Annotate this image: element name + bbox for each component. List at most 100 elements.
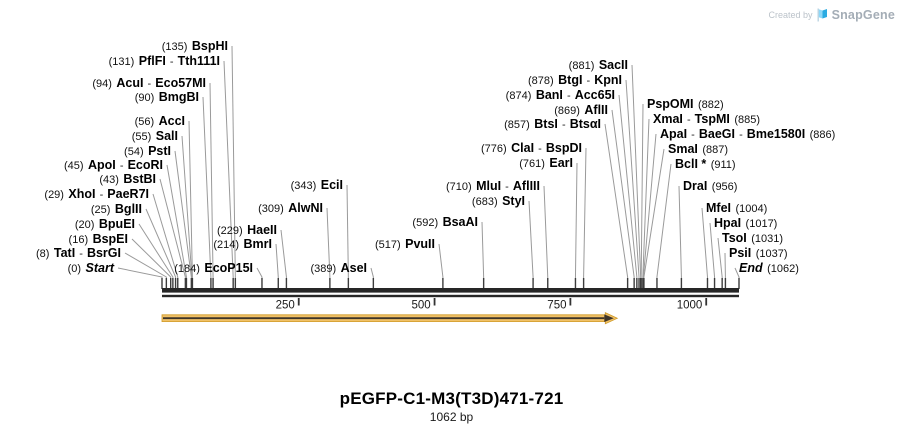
site-label-SacII[interactable]: (881) SacII (569, 57, 628, 74)
site-label-XmaI[interactable]: XmaI - TspMI (885) (653, 111, 760, 128)
callout-line-StyI (528, 200, 534, 280)
site-label-MluI[interactable]: (710) MluI - AflIII (446, 178, 540, 195)
name-separator: - (502, 181, 512, 193)
callout-line-SacII (631, 64, 642, 280)
site-label-BspHI[interactable]: (135) BspHI (162, 38, 228, 55)
enzyme-name: BclI * (675, 157, 707, 171)
site-position: (881) (568, 60, 595, 72)
enzyme-name: EcoP15I (204, 261, 253, 275)
enzyme-name: PstI (148, 144, 171, 158)
site-label-PvuII[interactable]: (517) PvuII (375, 236, 435, 253)
site-label-BsaAI[interactable]: (592) BsaAI (412, 214, 478, 231)
sequence-length: 1062 bp (429, 410, 474, 424)
site-label-BstBI[interactable]: (43) BstBI (99, 171, 156, 188)
callout-line-MluI (543, 185, 549, 280)
site-label-AccI[interactable]: (56) AccI (135, 113, 185, 130)
site-label-End[interactable]: End (1062) (739, 260, 799, 277)
site-label-BglII[interactable]: (25) BglII (91, 201, 142, 218)
name-separator: - (116, 160, 127, 172)
site-label-MfeI[interactable]: MfeI (1004) (706, 200, 767, 217)
enzyme-name: BtgI (558, 73, 583, 87)
callout-line-MfeI (701, 207, 708, 280)
enzyme-name: StyI (502, 194, 525, 208)
site-label-StyI[interactable]: (683) StyI (472, 193, 525, 210)
enzyme-name: XmaI (653, 112, 683, 126)
site-label-HaeII[interactable]: (229) HaeII (217, 222, 277, 239)
enzyme-name: KpnI (594, 73, 622, 87)
site-label-AseI[interactable]: (389) AseI (310, 260, 367, 277)
callout-line-HaeII (280, 229, 287, 280)
site-label-PstI[interactable]: (54) PstI (124, 143, 171, 160)
site-position: (25) (90, 204, 111, 216)
callout-line-BspEI (131, 238, 172, 280)
site-position: (20) (74, 219, 95, 231)
site-label-BtsI[interactable]: (857) BtsI - BtsαI (504, 116, 601, 133)
site-position: (94) (92, 78, 112, 90)
name-separator: - (96, 189, 107, 201)
site-label-EarI[interactable]: (761) EarI (519, 155, 573, 172)
site-label-HpaI[interactable]: HpaI (1017) (714, 215, 777, 232)
site-label-BmrI[interactable]: (214) BmrI (213, 236, 272, 253)
site-label-BtgI[interactable]: (878) BtgI - KpnI (528, 72, 622, 89)
watermark-brand-text: SnapGene (831, 8, 895, 22)
site-label-AcuI[interactable]: (94) AcuI - Eco57MI (92, 75, 206, 92)
snapgene-flag-icon (817, 8, 828, 22)
name-separator: - (144, 78, 155, 90)
enzyme-name: TatI (53, 246, 76, 260)
ruler-tick-750 (569, 298, 572, 306)
enzyme-name: AcuI (116, 76, 144, 90)
site-label-ApaI[interactable]: ApaI - BaeGI - Bme1580I (886) (660, 126, 835, 143)
site-label-ClaI[interactable]: (776) ClaI - BspDI (481, 140, 582, 157)
site-label-PflFI[interactable]: (131) PflFI - Tth111I (109, 53, 220, 70)
ruler-label-500: 500 (411, 300, 430, 312)
site-label-EciI[interactable]: (343) EciI (291, 177, 343, 194)
name-separator: - (535, 143, 545, 155)
enzyme-name: HaeII (247, 223, 277, 237)
ruler-label-750: 750 (547, 300, 566, 312)
site-position: (878) (527, 75, 554, 87)
ruler-label-1000: 1000 (677, 300, 703, 312)
site-label-TatI[interactable]: (8) TatI - BsrGI (36, 245, 121, 262)
site-position: (0) (67, 263, 82, 275)
site-label-ApoI[interactable]: (45) ApoI - EcoRI (64, 157, 163, 174)
site-label-SmaI[interactable]: SmaI (887) (668, 141, 728, 158)
site-label-BpuEI[interactable]: (20) BpuEI (75, 216, 135, 233)
site-position: (1017) (745, 218, 778, 230)
enzyme-name: HpaI (714, 216, 742, 230)
site-position: (8) (35, 248, 50, 260)
enzyme-name: ApaI (660, 127, 688, 141)
site-label-SalI[interactable]: (55) SalI (132, 128, 178, 145)
callout-line-BmrI (275, 243, 279, 280)
callout-line-PspOMI (640, 103, 644, 280)
site-position: (45) (63, 160, 84, 172)
site-label-BspEI[interactable]: (16) BspEI (69, 231, 128, 248)
site-position: (214) (213, 239, 240, 251)
site-label-AlwNI[interactable]: (309) AlwNI (258, 200, 323, 217)
site-label-DraI[interactable]: DraI (956) (683, 178, 737, 195)
site-position: (309) (258, 203, 284, 215)
enzyme-name: AccI (158, 114, 185, 128)
site-label-BmgBI[interactable]: (90) BmgBI (135, 89, 199, 106)
site-label-EcoP15I[interactable]: (184) EcoP15I (174, 260, 253, 277)
site-label-PspOMI[interactable]: PspOMI (882) (647, 96, 724, 113)
callout-line-PvuII (438, 243, 444, 280)
enzyme-name: TspMI (694, 112, 730, 126)
site-label-BclI[interactable]: BclI * (911) (675, 156, 736, 173)
enzyme-name: SmaI (668, 142, 698, 156)
site-position: (1037) (755, 248, 788, 260)
site-position: (956) (711, 181, 738, 193)
site-label-BanI[interactable]: (874) BanI - Acc65I (506, 87, 615, 104)
enzyme-name: EciI (320, 178, 343, 192)
site-position: (389) (310, 263, 337, 275)
callout-line-BsaAI (481, 221, 485, 280)
callout-line-ClaI (583, 147, 587, 280)
site-label-PsiI[interactable]: PsiI (1037) (729, 245, 788, 262)
site-label-AflII[interactable]: (869) AflII (554, 102, 608, 119)
site-label-TsoI[interactable]: TsoI (1031) (722, 230, 783, 247)
site-position: (43) (99, 174, 119, 186)
site-position: (131) (108, 56, 135, 68)
site-label-Start[interactable]: (0) Start (68, 260, 114, 277)
enzyme-name: BspEI (92, 232, 128, 246)
enzyme-name: BmgBI (158, 90, 199, 104)
site-label-XhoI[interactable]: (29) XhoI - PaeR7I (44, 186, 149, 203)
